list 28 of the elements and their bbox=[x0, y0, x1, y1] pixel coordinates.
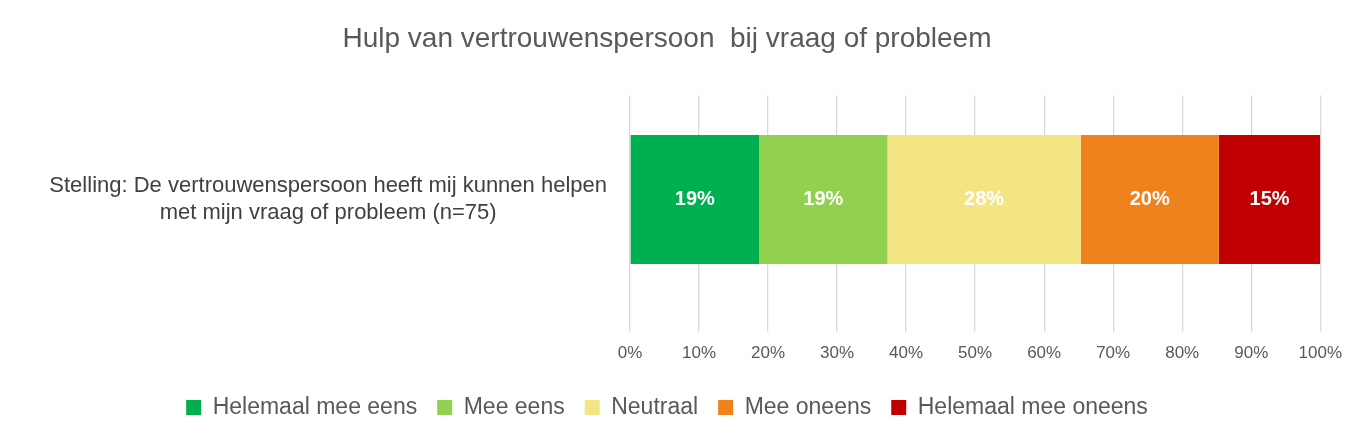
bar bbox=[887, 135, 1081, 265]
data-label: 19% bbox=[674, 187, 716, 210]
x-tick-label: 60% bbox=[1027, 343, 1062, 363]
x-tick-label: 10% bbox=[682, 343, 717, 363]
x-tick-label: 50% bbox=[958, 343, 993, 363]
bar bbox=[1218, 135, 1321, 265]
x-tick-label: 40% bbox=[889, 343, 924, 363]
legend-label: Helemaal mee eens bbox=[212, 392, 418, 419]
data-label: 28% bbox=[964, 187, 1005, 210]
y-tick-label: Stelling: De vertrouwenspersoon heeft mij kunnen helpen met mijn vraag of probleem (n=75) bbox=[49, 172, 607, 224]
x-tick-label: 70% bbox=[1096, 343, 1131, 363]
bar bbox=[759, 135, 888, 265]
x-tick-label: 80% bbox=[1165, 343, 1200, 363]
x-tick-label: 30% bbox=[820, 343, 855, 363]
legend-label: Mee eens bbox=[463, 392, 565, 419]
data-label: 15% bbox=[1249, 187, 1290, 210]
x-tick-label: 20% bbox=[751, 343, 786, 363]
legend-label: Neutraal bbox=[611, 392, 699, 419]
bar bbox=[630, 135, 760, 265]
x-tick-label: 100% bbox=[1298, 343, 1342, 363]
data-label: 20% bbox=[1129, 187, 1170, 210]
chart-title: Hulp van vertrouwenspersoon bij vraag of probleem bbox=[342, 21, 992, 53]
legend-label: Mee oneens bbox=[744, 392, 872, 419]
x-tick-label: 90% bbox=[1234, 343, 1269, 363]
bar bbox=[1080, 135, 1219, 265]
x-tick-label: 0% bbox=[617, 343, 643, 363]
data-label: 19% bbox=[803, 187, 844, 210]
legend-label: Helemaal mee oneens bbox=[917, 392, 1148, 419]
